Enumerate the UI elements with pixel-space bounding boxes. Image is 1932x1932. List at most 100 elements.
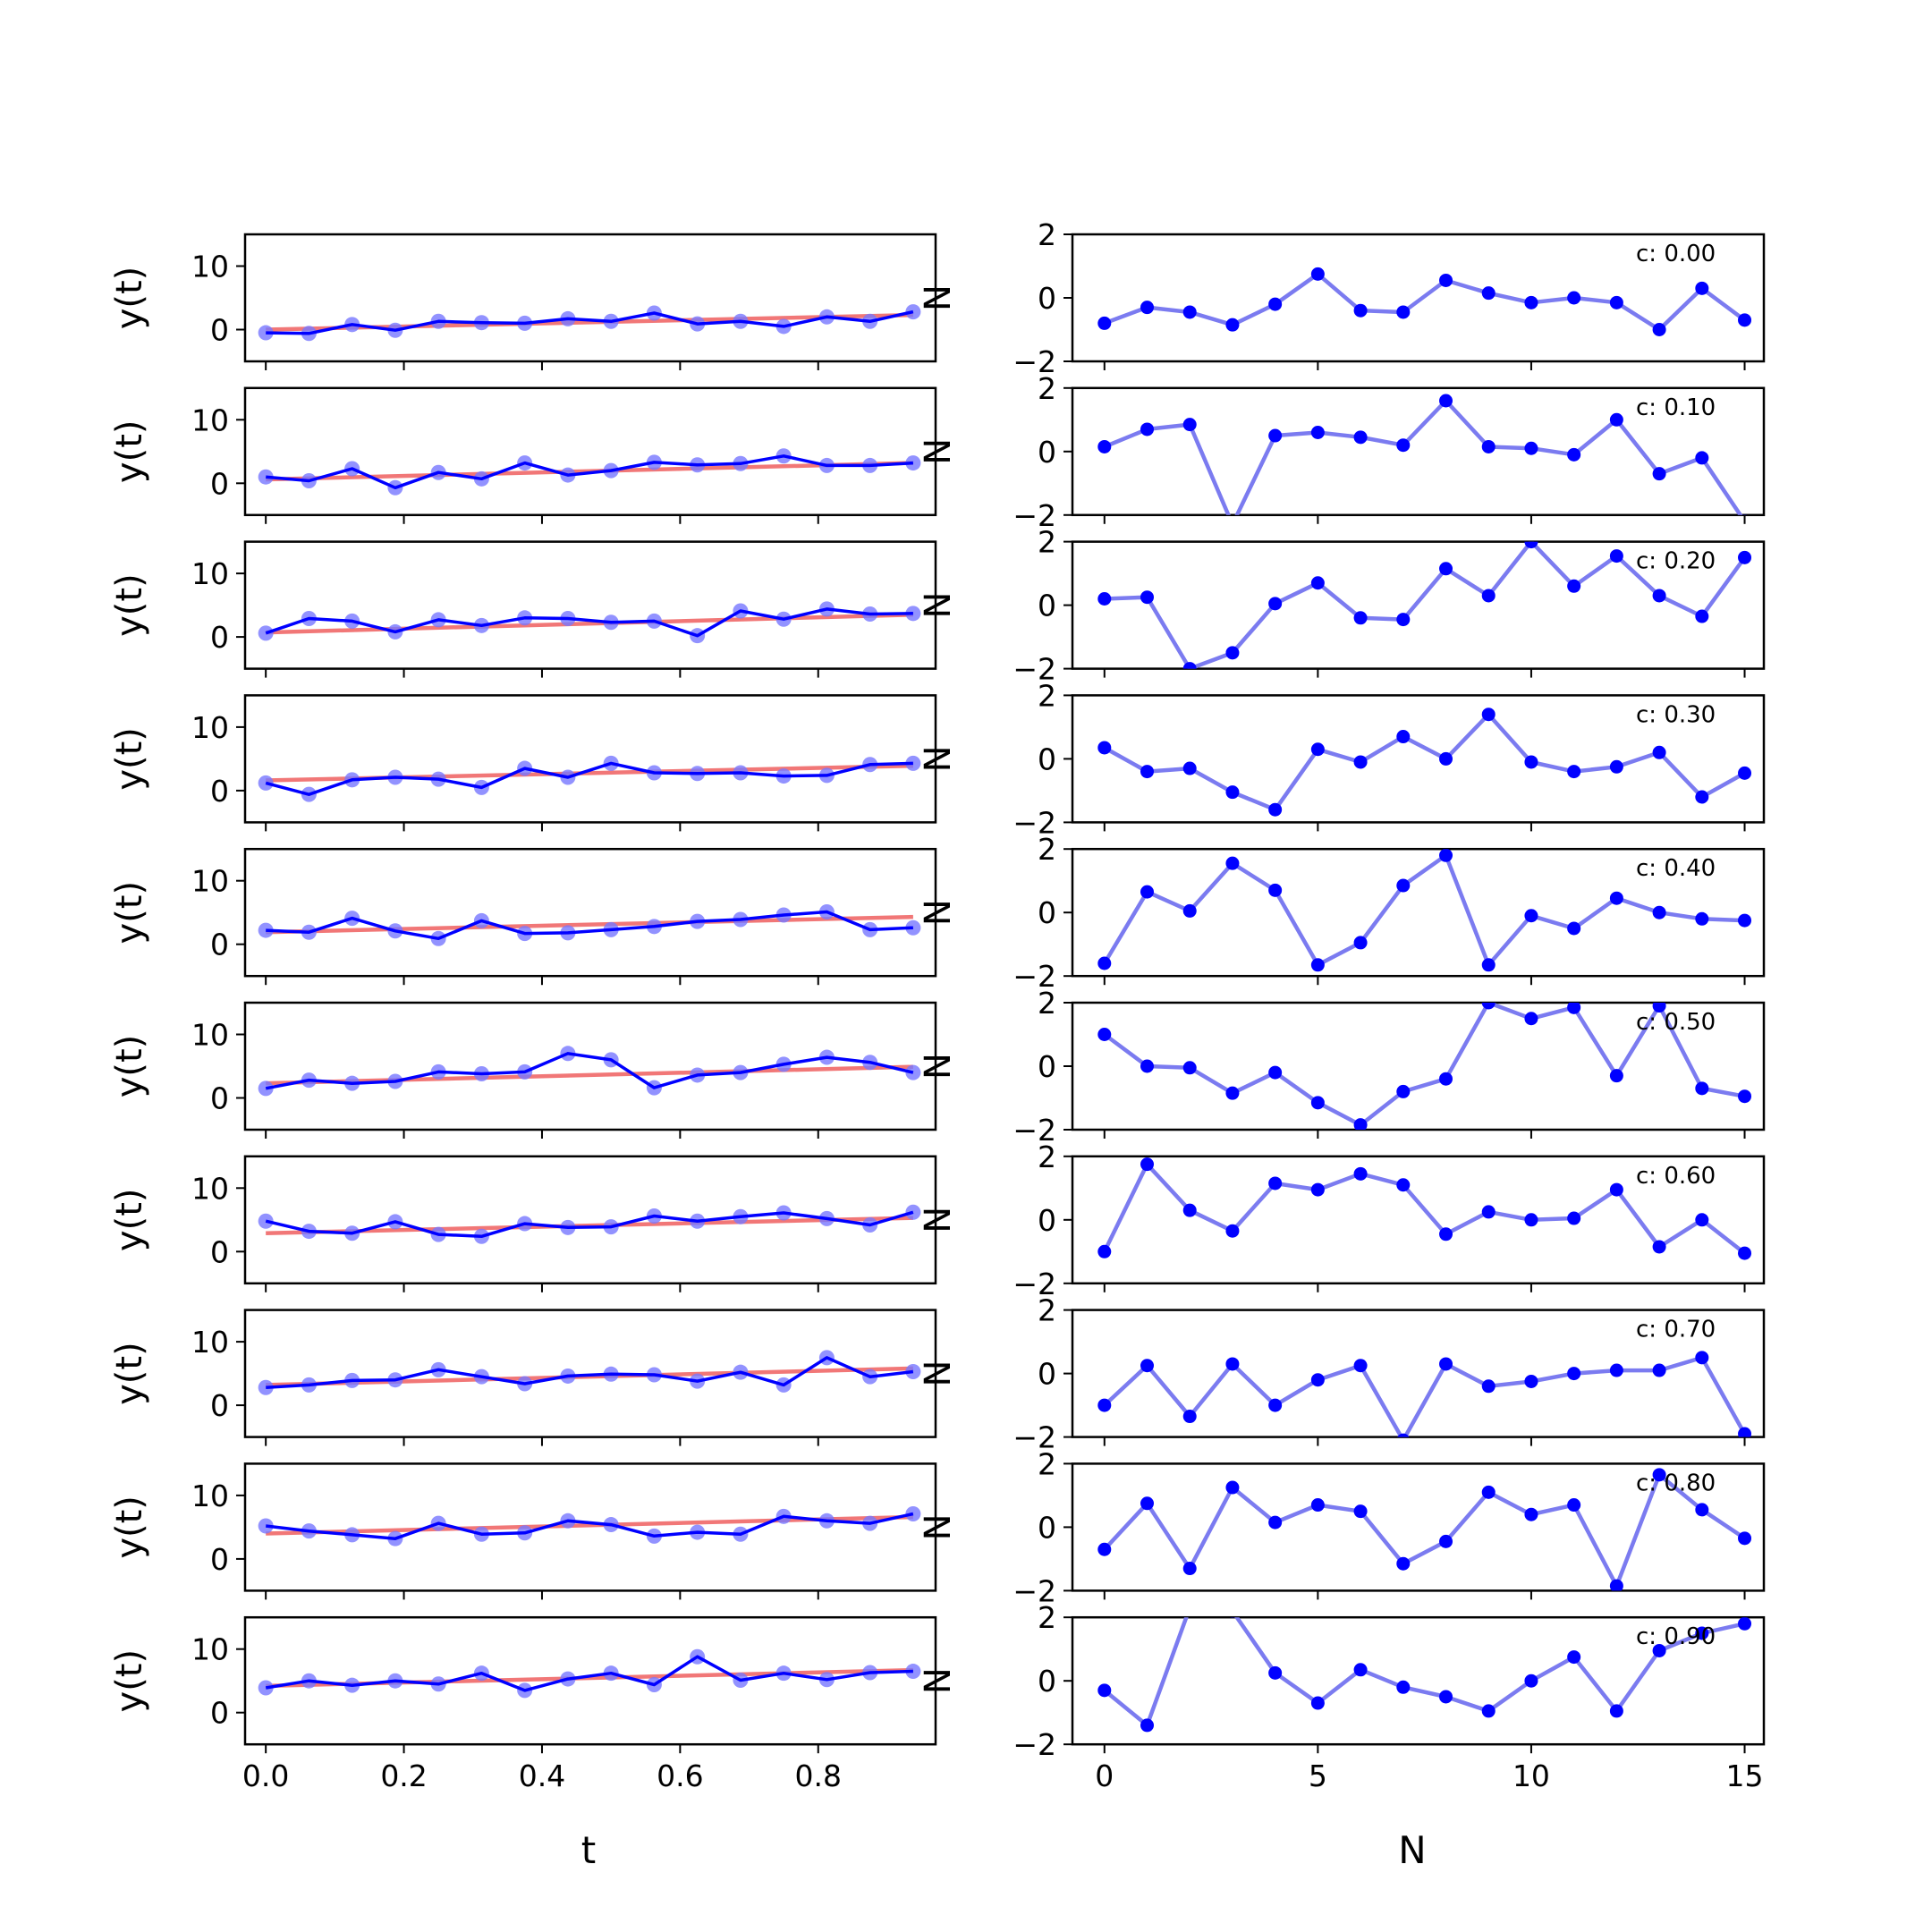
y-tick-label: 10	[191, 710, 229, 745]
left-plot-area	[258, 1350, 921, 1395]
sample-point	[1353, 303, 1368, 318]
sample-point	[1268, 883, 1283, 897]
sample-point	[1225, 1480, 1240, 1495]
sample-point	[1182, 1410, 1197, 1424]
right-subplot-2: c: 0.20 −2 0 2 N	[918, 525, 1766, 687]
y-tick-label: 10	[191, 1479, 229, 1513]
y-tick-label: −2	[1013, 344, 1056, 379]
sample-point	[1140, 765, 1155, 779]
left-plot-area	[258, 1505, 921, 1546]
sample-point	[1097, 1244, 1112, 1258]
sample-point	[1524, 1213, 1538, 1227]
sample-point	[1567, 1003, 1581, 1014]
sample-point	[1268, 297, 1283, 311]
sample-point	[1225, 856, 1240, 870]
y-tick-label: 0	[210, 1388, 229, 1423]
sample-point	[1524, 295, 1538, 309]
right-plot-area	[1097, 1157, 1752, 1260]
left-subplot-9: 0 10 y(t) 0.0 0.2 0.4 0.6 0.8	[109, 1615, 937, 1793]
sample-point	[1268, 597, 1283, 611]
sample-point	[1695, 1626, 1709, 1640]
y-axis-label: N	[918, 745, 959, 772]
c-value-label: c: 0.60	[1636, 1163, 1716, 1190]
sample-point	[1652, 323, 1666, 336]
sample-point	[1439, 273, 1453, 287]
right-axes-frame	[1071, 233, 1766, 363]
sample-point	[1396, 1680, 1411, 1694]
sample-point	[1097, 1398, 1112, 1412]
sample-point	[1524, 1674, 1538, 1688]
y-tick-label: 0	[1038, 589, 1056, 623]
sample-point	[1652, 1363, 1666, 1377]
left-axes-frame	[243, 233, 937, 363]
sample-line	[1102, 1162, 1746, 1255]
sample-point	[1652, 467, 1666, 481]
right-plot-area	[1097, 1003, 1752, 1130]
right-subplot-4: c: 0.40 −2 0 2 N	[918, 832, 1766, 994]
y-tick-label: −2	[1013, 1420, 1056, 1455]
right-plot-area	[1097, 1617, 1752, 1733]
sample-point	[1268, 1665, 1283, 1680]
data-point	[905, 606, 921, 622]
x-tick-label: 0.4	[519, 1758, 565, 1793]
sample-line	[1103, 1003, 1745, 1127]
left-subplot-3: 0 10 y(t)	[109, 694, 937, 832]
sample-point	[1353, 936, 1368, 950]
y-tick-label: 0	[1038, 741, 1056, 776]
x-tick-label: 0.6	[657, 1758, 703, 1793]
sample-point	[1140, 1718, 1155, 1733]
y-tick-label: −2	[1013, 652, 1056, 687]
sample-point	[1742, 514, 1747, 515]
sample-point	[1140, 1359, 1155, 1373]
left-subplot-7: 0 10 y(t)	[109, 1309, 937, 1446]
left-subplot-8: 0 10 y(t)	[109, 1462, 937, 1600]
right-plot-area	[1097, 267, 1752, 336]
left-plot-area	[258, 755, 921, 802]
data-series-line	[265, 1210, 914, 1239]
x-tick-label: 15	[1726, 1758, 1764, 1793]
sample-point	[1439, 394, 1453, 408]
data-point	[905, 455, 921, 471]
right-plot-area	[1097, 1468, 1752, 1591]
sample-point	[1140, 1496, 1155, 1511]
c-value-label: c: 0.40	[1636, 855, 1716, 882]
sample-point	[1609, 412, 1623, 427]
y-tick-label: 10	[191, 864, 229, 899]
y-tick-label: −2	[1013, 1113, 1056, 1148]
y-axis-label: y(t)	[109, 1649, 150, 1713]
sample-point	[1609, 891, 1623, 905]
data-series-line	[265, 1655, 913, 1692]
sample-point	[1481, 1205, 1496, 1219]
sample-point	[1353, 1118, 1368, 1130]
data-series-line	[266, 1356, 914, 1389]
sample-point	[1481, 958, 1496, 972]
sample-line	[1103, 712, 1746, 812]
data-point	[258, 625, 274, 641]
sample-point	[1609, 295, 1623, 309]
sample-point	[1652, 589, 1666, 603]
x-tick-label: 0.8	[795, 1758, 842, 1793]
sample-point	[1609, 1704, 1623, 1718]
sample-point	[1182, 903, 1197, 918]
y-tick-label: 0	[1038, 1203, 1056, 1238]
sample-point	[1182, 1061, 1197, 1075]
sample-point	[1524, 441, 1538, 455]
sample-point	[1567, 921, 1581, 936]
sample-point	[1609, 759, 1623, 774]
sample-point	[1182, 1562, 1197, 1576]
y-axis-label: N	[918, 1513, 959, 1540]
c-value-label: c: 0.80	[1636, 1470, 1716, 1496]
sample-point	[1567, 1650, 1581, 1665]
y-tick-label: 10	[191, 1018, 229, 1053]
sample-point	[1439, 751, 1453, 766]
sample-point	[1353, 755, 1368, 769]
right-x-axis-label: N	[1398, 1828, 1426, 1872]
y-axis-label: y(t)	[109, 1189, 150, 1252]
sample-point	[1268, 1515, 1283, 1530]
right-plot-area	[1097, 708, 1752, 817]
sample-point	[1567, 1367, 1581, 1381]
y-tick-label: 0	[210, 1081, 229, 1116]
y-tick-label: 10	[191, 1171, 229, 1206]
sample-point	[1481, 286, 1496, 301]
